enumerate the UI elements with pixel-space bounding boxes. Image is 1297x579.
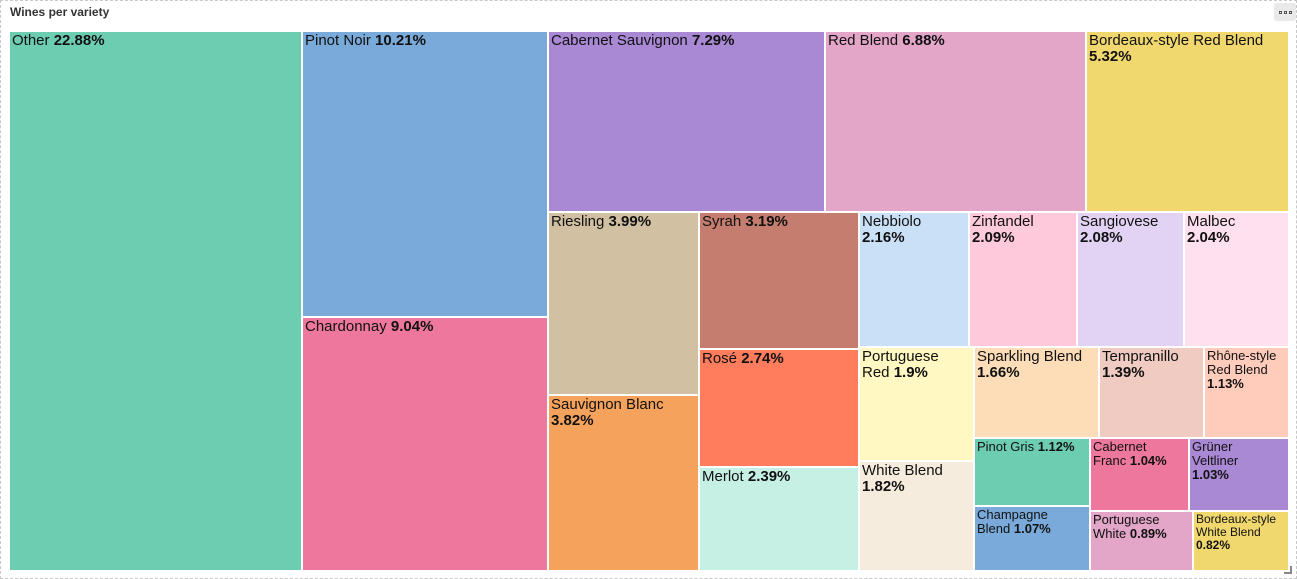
tile-label: Rosé <box>702 350 738 367</box>
tile-label: Franc <box>1093 453 1127 469</box>
treemap-tile[interactable]: Rhône-style Red Blend 1.13% <box>1204 347 1289 438</box>
tile-label: White Blend <box>862 462 943 479</box>
tile-label: Tempranillo <box>1102 348 1179 365</box>
tile-label: Riesling <box>551 213 605 230</box>
tile-label: Grüner <box>1192 439 1233 454</box>
treemap-tile[interactable]: Pinot Gris 1.12% <box>974 438 1090 506</box>
treemap-tile[interactable]: Other 22.88% <box>9 31 302 571</box>
tile-label: Pinot Gris <box>977 439 1035 454</box>
tile-label: Rhône-style <box>1207 348 1277 363</box>
tile-value: 3.99% <box>608 213 652 230</box>
tile-value: 22.88% <box>53 32 105 49</box>
tile-label: Portuguese <box>1093 512 1160 527</box>
tile-value: 1.66% <box>977 364 1020 382</box>
tile-value: 6.88% <box>902 32 945 49</box>
tile-value: 3.82% <box>551 412 594 430</box>
treemap-tile[interactable]: Syrah 3.19% <box>699 212 859 349</box>
tile-label: Zinfandel <box>972 213 1034 230</box>
treemap-tile[interactable]: Chardonnay 9.04% <box>302 317 548 571</box>
tile-value: 3.19% <box>745 213 788 230</box>
tile-value: 1.82% <box>862 478 905 496</box>
resize-handle-icon[interactable] <box>1284 566 1292 574</box>
tile-value: 1.13% <box>1207 376 1244 392</box>
tile-value: 0.89% <box>1129 526 1167 542</box>
treemap-tile[interactable]: Riesling 3.99% <box>548 212 699 395</box>
treemap-tile[interactable]: Portuguese Red 1.9% <box>859 347 974 461</box>
treemap-tile[interactable]: Tempranillo 1.39% <box>1099 347 1204 438</box>
tile-label: Cabernet Sauvignon <box>551 32 688 49</box>
tile-label: Sangiovese <box>1080 213 1159 230</box>
tile-value: 10.21% <box>375 32 426 49</box>
tile-value: 1.07% <box>1013 521 1051 537</box>
tile-label: Malbec <box>1187 213 1236 230</box>
tile-label: Red Blend <box>828 32 899 49</box>
tile-label: Pinot Noir <box>305 32 371 49</box>
tile-label: Sauvignon Blanc <box>551 396 664 413</box>
chart-title: Wines per variety <box>10 5 110 19</box>
tile-label: Veltliner <box>1192 453 1239 469</box>
treemap-tile[interactable]: Cabernet Franc 1.04% <box>1090 438 1189 511</box>
treemap-tile[interactable]: Grüner Veltliner 1.03% <box>1189 438 1289 511</box>
tile-value: 2.09% <box>972 229 1015 247</box>
treemap-tile[interactable]: Sauvignon Blanc 3.82% <box>548 395 699 571</box>
tile-value: 5.32% <box>1089 48 1132 66</box>
treemap-tile[interactable]: Rosé 2.74% <box>699 349 859 467</box>
tile-label: White Blend <box>1196 524 1261 539</box>
tile-value: 1.12% <box>1037 439 1075 454</box>
tile-label: Syrah <box>702 213 742 230</box>
treemap-tile[interactable]: Bordeaux-style Red Blend 5.32% <box>1086 31 1289 212</box>
tile-value: 2.04% <box>1187 229 1230 247</box>
treemap-tile[interactable]: Sangiovese 2.08% <box>1077 212 1184 347</box>
treemap-tile[interactable]: Nebbiolo 2.16% <box>859 212 969 347</box>
tile-label: White <box>1093 526 1127 542</box>
treemap-tile[interactable]: White Blend 1.82% <box>859 461 974 571</box>
tile-value: 1.9% <box>893 364 928 382</box>
tile-value: 2.74% <box>741 350 784 367</box>
tile-label: Bordeaux-style Red Blend <box>1089 32 1264 49</box>
treemap-tile[interactable]: Merlot 2.39% <box>699 467 859 571</box>
tile-label: Red <box>862 364 890 382</box>
tile-label: Chardonnay <box>305 318 387 335</box>
tile-label: Nebbiolo <box>862 213 922 230</box>
tile-value: 9.04% <box>390 318 434 335</box>
more-horizontal-icon[interactable] <box>1274 3 1296 21</box>
tile-value: 0.82% <box>1196 537 1231 552</box>
treemap-tile[interactable]: Red Blend 6.88% <box>825 31 1086 212</box>
tile-value: 7.29% <box>691 32 735 49</box>
treemap-tile[interactable]: Malbec 2.04% <box>1184 212 1289 347</box>
tile-label: Merlot <box>702 468 744 485</box>
treemap-tile[interactable]: Sparkling Blend 1.66% <box>974 347 1099 438</box>
treemap-tile[interactable]: Bordeaux-style White Blend 0.82% <box>1193 511 1289 571</box>
tile-value: 1.39% <box>1102 364 1145 382</box>
tile-label: Bordeaux-style <box>1196 512 1277 526</box>
tile-label: Portuguese <box>862 348 939 365</box>
tile-value: 1.03% <box>1192 467 1229 483</box>
tile-value: 2.16% <box>862 229 905 247</box>
treemap-tile[interactable]: Portuguese White 0.89% <box>1090 511 1193 571</box>
treemap-tile[interactable]: Zinfandel 2.09% <box>969 212 1077 347</box>
tile-label: Blend <box>977 521 1011 537</box>
tile-label: Other <box>12 32 50 49</box>
tile-label: Sparkling Blend <box>977 348 1083 365</box>
tile-label: Champagne <box>977 507 1048 522</box>
tile-value: 2.08% <box>1080 229 1123 247</box>
treemap-tile[interactable]: Cabernet Sauvignon 7.29% <box>548 31 825 212</box>
treemap-tile[interactable]: Pinot Noir 10.21% <box>302 31 548 317</box>
tile-value: 2.39% <box>747 468 791 485</box>
tile-label: Red Blend <box>1207 362 1268 378</box>
tile-value: 1.04% <box>1129 453 1167 469</box>
tile-label: Cabernet <box>1093 439 1147 454</box>
treemap-tile[interactable]: Champagne Blend 1.07% <box>974 506 1090 571</box>
